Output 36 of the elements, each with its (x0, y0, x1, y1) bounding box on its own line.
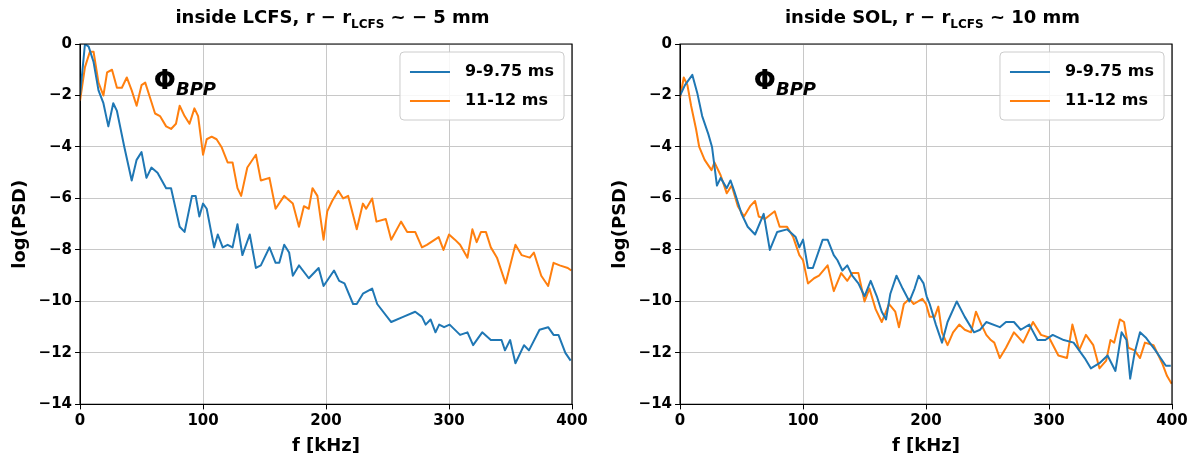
x-tick-label: 300 (1033, 411, 1065, 430)
x-tick-label: 100 (787, 411, 819, 430)
x-tick-label: 400 (556, 411, 588, 430)
chart-title: inside SOL, r − r$_{LCFS}$ ~ 10 mm (783, 6, 1082, 31)
legend-label: 9-9.75 ms (1064, 61, 1154, 81)
x-tick-label: 400 (1156, 411, 1188, 430)
y-axis-title: log(PSD) (608, 179, 630, 269)
y-tick-label: −8 (49, 239, 73, 258)
y-tick-label: 0 (661, 33, 673, 52)
chart-title: inside LCFS, r − r$_{LCFS}$ ~ − 5 mm (174, 6, 491, 31)
x-tick-label: 0 (674, 411, 686, 430)
y-tick-label: −6 (49, 188, 73, 207)
x-axis-title: f [kHz] (891, 433, 961, 455)
y-tick-label: −10 (38, 291, 73, 310)
y-tick-label: −12 (638, 342, 673, 361)
y-tick-label: 0 (61, 33, 73, 52)
legend-label: 9-9.75 ms (464, 61, 554, 81)
y-tick-label: −2 (49, 85, 73, 104)
y-tick-label: −2 (649, 85, 673, 104)
y-tick-label: −14 (638, 394, 673, 413)
x-tick-label: 200 (310, 411, 342, 430)
y-tick-label: −6 (649, 188, 673, 207)
x-tick-label: 200 (910, 411, 942, 430)
x-tick-label: 300 (433, 411, 465, 430)
y-tick-label: −10 (638, 291, 673, 310)
y-axis-title: log(PSD) (8, 179, 30, 269)
y-tick-label: −14 (38, 394, 73, 413)
y-tick-label: −4 (649, 136, 673, 155)
y-tick-label: −8 (649, 239, 673, 258)
x-axis-title: f [kHz] (291, 433, 361, 455)
legend-label: 11-12 ms (1064, 90, 1148, 110)
legend-label: 11-12 ms (464, 90, 548, 110)
y-tick-label: −4 (49, 136, 73, 155)
x-tick-label: 0 (74, 411, 86, 430)
x-tick-label: 100 (187, 411, 219, 430)
y-tick-label: −12 (38, 342, 73, 361)
